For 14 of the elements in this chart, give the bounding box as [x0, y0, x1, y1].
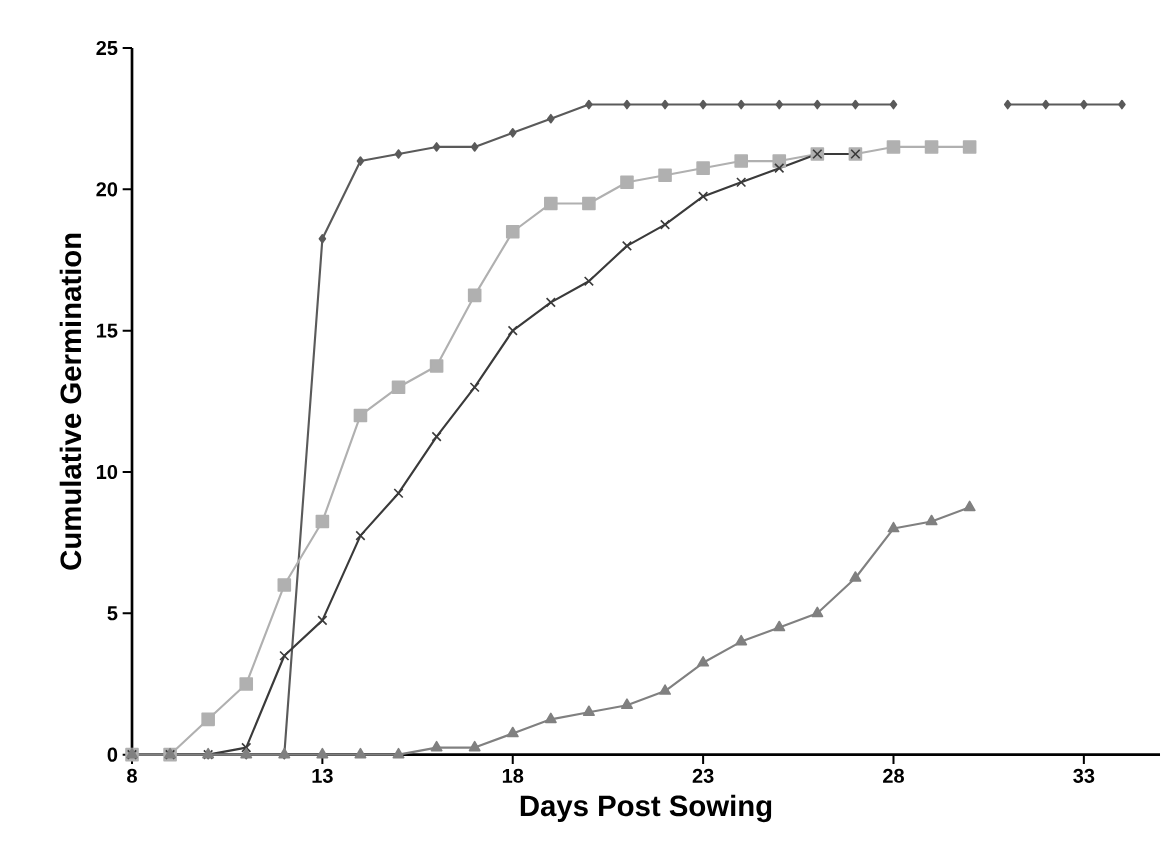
y-tick-label: 25	[96, 40, 118, 56]
y-tick-label: 5	[107, 606, 118, 621]
y-tick-label: 0	[107, 747, 118, 762]
x-tick-label: 23	[692, 768, 714, 783]
x-axis-title: Days Post Sowing	[520, 794, 772, 823]
x-tick-label: 33	[1073, 768, 1095, 783]
x-tick-label: 8	[127, 768, 137, 783]
y-tick-label: 20	[96, 182, 118, 197]
y-tick-label: 15	[96, 323, 118, 338]
x-tick-label: 18	[502, 768, 524, 783]
x-tick-label: 28	[883, 768, 904, 783]
y-tick-label: 10	[96, 464, 118, 480]
x-tick-label: 13	[312, 768, 333, 783]
y-axis-title: Cumulative Germination	[59, 233, 82, 570]
